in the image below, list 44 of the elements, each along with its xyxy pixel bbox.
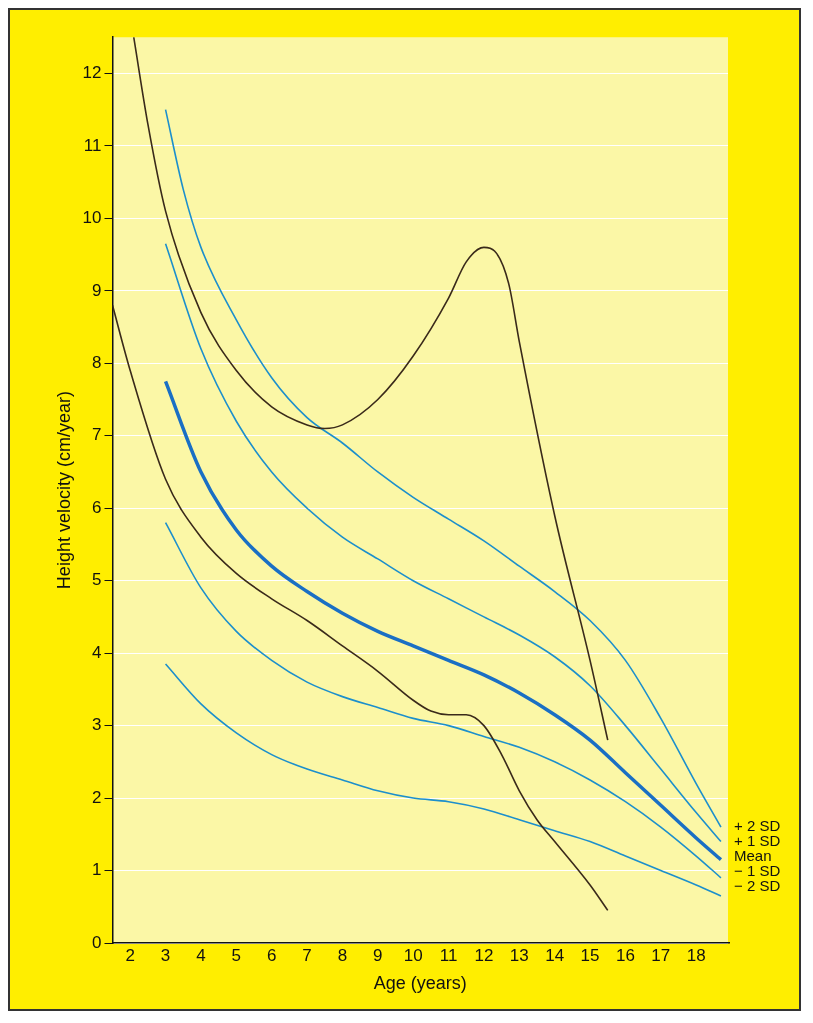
series-label: Mean (734, 847, 772, 865)
series-label: + 2 SD (734, 817, 781, 835)
y-tick-label: 0 (92, 932, 102, 952)
line-series (164, 521, 722, 879)
x-tick-label: 5 (231, 945, 242, 965)
x-tick-label: 11 (439, 945, 458, 965)
y-tick-label: 11 (83, 135, 102, 155)
line-series (112, 304, 609, 912)
line-series (163, 379, 723, 862)
x-tick-label: 18 (686, 945, 706, 965)
x-tick-label: 3 (160, 945, 171, 965)
x-tick-label: 2 (125, 945, 135, 965)
x-tick-label: 15 (580, 945, 600, 965)
x-tick-label: 16 (615, 945, 635, 965)
x-tick-label: 7 (302, 945, 312, 965)
line-series (132, 37, 609, 741)
y-tick-label: 10 (82, 208, 102, 228)
y-tick-label: 7 (92, 425, 102, 445)
x-tick-label: 14 (545, 945, 565, 965)
x-tick-label: 6 (266, 945, 277, 965)
x-tick-label: 13 (509, 945, 529, 965)
x-tick-label: 10 (403, 945, 423, 965)
y-axis-title: Height velocity (cm/year) (53, 391, 74, 590)
line-series (164, 663, 722, 897)
series-label: − 2 SD (734, 877, 781, 895)
x-tick-label: 12 (474, 945, 494, 965)
line-series (164, 108, 722, 828)
x-tick-label: 8 (337, 945, 348, 965)
y-tick-label: 12 (82, 63, 102, 83)
y-tick-label: 9 (92, 280, 102, 300)
series-label: − 1 SD (734, 862, 781, 880)
y-tick-label: 6 (92, 497, 102, 517)
y-tick-label: 3 (92, 715, 102, 735)
series-label: + 1 SD (734, 832, 781, 850)
x-axis-title: Age (years) (373, 973, 467, 994)
line-series (164, 242, 722, 843)
y-tick-label: 8 (92, 352, 102, 372)
y-tick-label: 5 (92, 570, 102, 590)
x-tick-label: 9 (373, 945, 383, 965)
y-tick-label: 2 (92, 787, 102, 807)
y-tick-label: 4 (92, 642, 102, 662)
x-tick-label: 4 (196, 945, 206, 965)
y-tick-label: 1 (92, 860, 102, 880)
x-tick-label: 17 (651, 945, 671, 965)
